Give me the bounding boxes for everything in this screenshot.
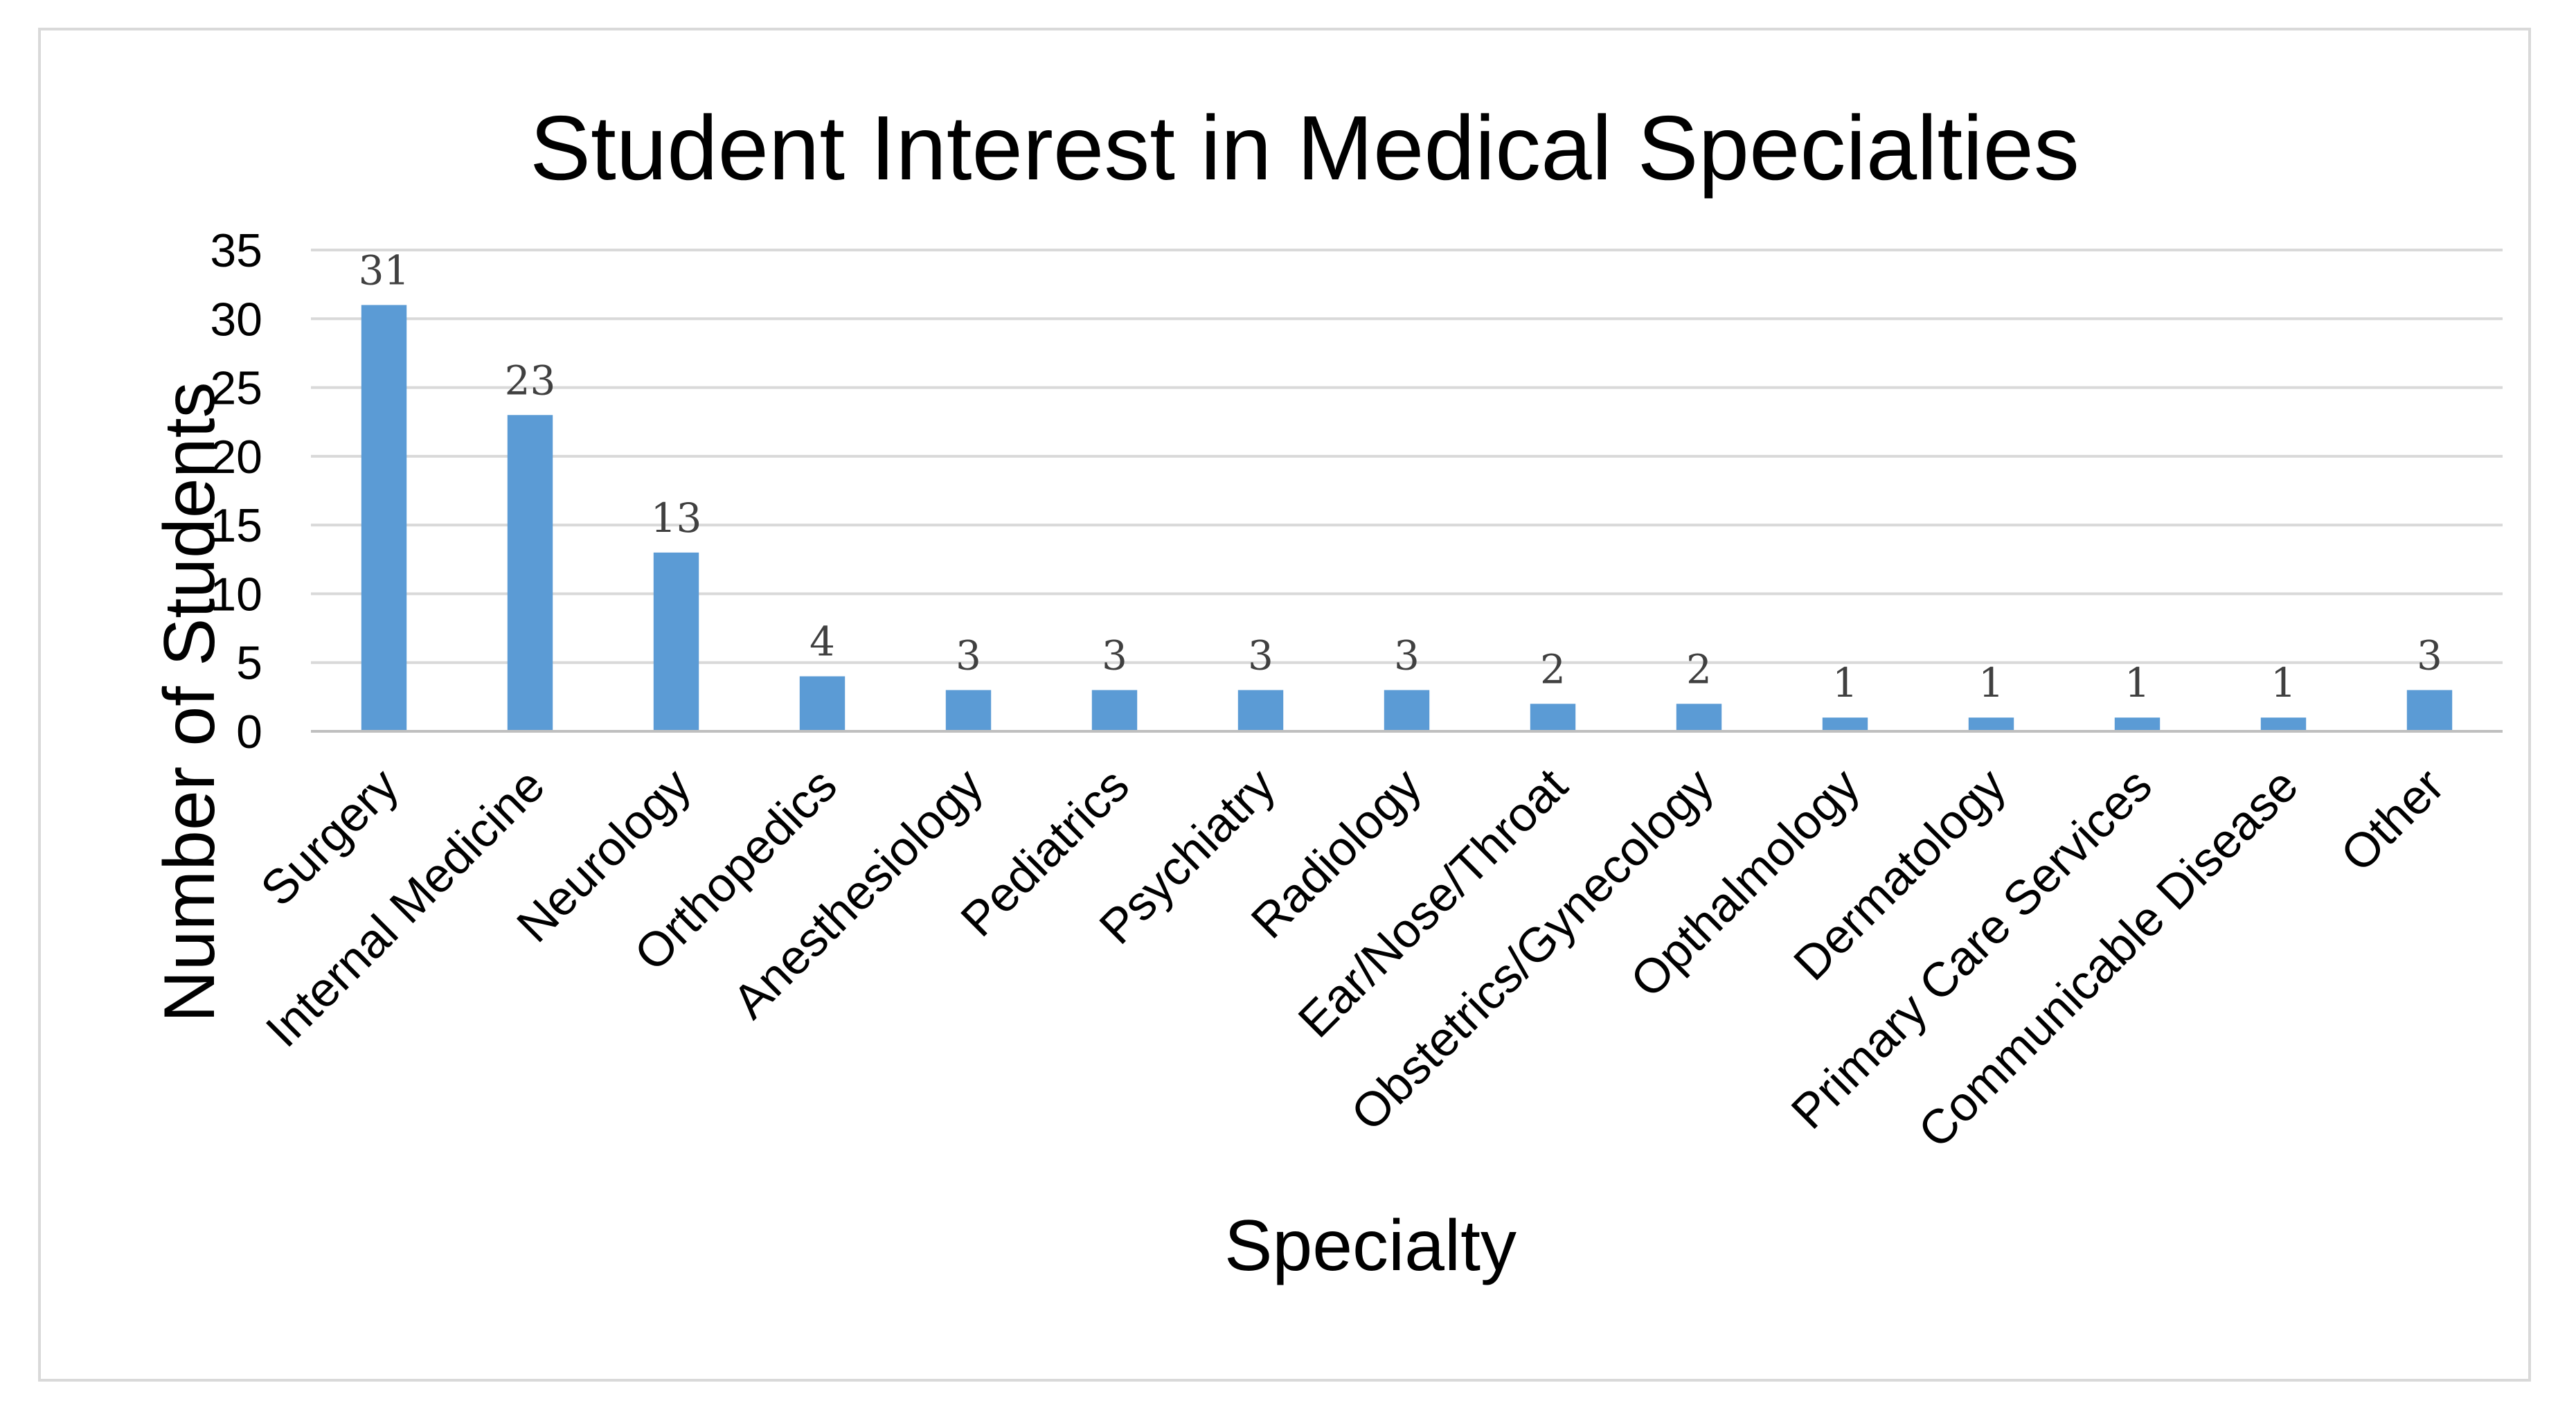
bar [2406,690,2453,731]
data-label: 1 [1832,659,1858,706]
y-tick-label: 0 [236,706,262,758]
bar [653,552,699,731]
data-label: 3 [1102,632,1127,679]
bar [2114,717,2161,731]
data-label: 31 [359,247,410,294]
bar [1822,717,1868,731]
y-tick-label: 10 [210,568,262,621]
data-label: 1 [1978,659,2004,706]
data-label: 3 [2417,632,2442,679]
y-tick-label: 15 [210,499,262,552]
bar [1676,704,1722,731]
y-tick-label: 20 [210,431,262,483]
bar [1384,690,1430,731]
chart-title: Student Interest in Medical Specialties [530,97,2079,199]
data-label: 3 [956,632,981,679]
bar [1237,690,1284,731]
x-axis-title: Specialty [1224,1206,1517,1286]
x-tick-label: Other [2330,758,2454,882]
chart-svg: Student Interest in Medical Specialties … [150,97,2503,1286]
data-label: 1 [2271,659,2296,706]
data-label: 1 [2125,659,2150,706]
bar [507,415,553,731]
y-tick-label: 30 [210,293,262,346]
bar [1968,717,2014,731]
y-axis-title: Number of Students [150,382,230,1023]
data-label: 13 [651,494,702,542]
bar [1530,704,1576,731]
y-tick-label: 5 [236,637,262,690]
bar [799,676,846,731]
bar [2260,717,2307,731]
x-tick-label: Anesthesiology [722,758,993,1028]
data-label: 2 [1686,645,1712,693]
data-label: 2 [1540,645,1566,693]
x-tick-label: Internal Medicine [256,758,555,1057]
bars [361,305,2453,731]
data-label: 4 [810,618,835,666]
chart-frame: Student Interest in Medical Specialties … [38,28,2531,1382]
y-tick-label: 25 [210,362,262,415]
data-label: 3 [1248,632,1273,679]
bar [1091,690,1138,731]
bar [945,690,992,731]
y-tick-label: 35 [210,224,262,277]
x-tick-label: Ear/Nose/Throat [1288,758,1577,1047]
y-axis-ticks: 0 5 10 15 20 25 30 35 [210,224,262,758]
data-label: 23 [505,357,556,404]
data-label: 3 [1394,632,1420,679]
bar [361,305,407,731]
gridlines [311,249,2503,664]
